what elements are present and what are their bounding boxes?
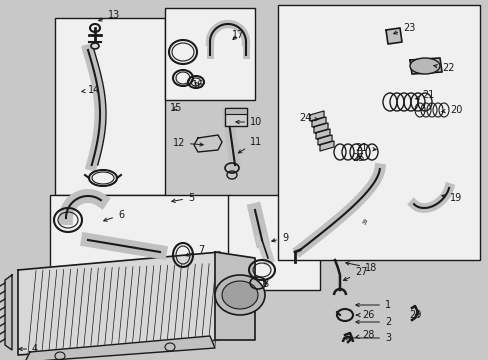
Polygon shape xyxy=(311,117,325,127)
Text: 23: 23 xyxy=(393,23,414,34)
Text: 21: 21 xyxy=(355,143,375,153)
Text: 6: 6 xyxy=(103,210,124,221)
Text: 14: 14 xyxy=(81,85,100,95)
Text: 25: 25 xyxy=(351,153,364,163)
Text: 8: 8 xyxy=(262,279,267,289)
Bar xyxy=(164,8,254,100)
Text: 12: 12 xyxy=(172,138,203,148)
Text: 20: 20 xyxy=(441,105,462,115)
Polygon shape xyxy=(313,123,327,133)
Text: 26: 26 xyxy=(356,310,374,320)
Text: 21: 21 xyxy=(415,90,433,100)
Polygon shape xyxy=(194,135,222,152)
Ellipse shape xyxy=(91,43,99,49)
Text: 7: 7 xyxy=(185,245,204,256)
Text: 29: 29 xyxy=(409,310,421,320)
Ellipse shape xyxy=(222,281,258,309)
Bar xyxy=(227,195,319,290)
Text: 13: 13 xyxy=(99,10,120,21)
Text: 11: 11 xyxy=(238,137,262,153)
Polygon shape xyxy=(18,252,220,355)
Polygon shape xyxy=(309,111,324,121)
Polygon shape xyxy=(385,28,401,44)
Text: 27: 27 xyxy=(343,267,367,280)
Text: 10: 10 xyxy=(235,117,262,127)
Polygon shape xyxy=(25,336,215,360)
Text: 19: 19 xyxy=(441,193,461,203)
Text: 3: 3 xyxy=(343,333,390,343)
Polygon shape xyxy=(319,141,333,151)
Text: 2: 2 xyxy=(355,317,390,327)
Polygon shape xyxy=(5,275,12,350)
Text: 28: 28 xyxy=(355,330,374,340)
Text: 1: 1 xyxy=(355,300,390,310)
Ellipse shape xyxy=(215,275,264,315)
Text: 15: 15 xyxy=(170,103,182,113)
Polygon shape xyxy=(409,58,441,74)
Ellipse shape xyxy=(409,58,439,74)
Bar xyxy=(224,108,246,126)
Text: 18: 18 xyxy=(345,262,376,273)
Polygon shape xyxy=(215,252,254,340)
Text: 5: 5 xyxy=(171,193,194,203)
Text: R: R xyxy=(359,219,366,226)
Polygon shape xyxy=(315,129,329,139)
Bar xyxy=(50,195,229,290)
Text: 24: 24 xyxy=(299,113,318,123)
Polygon shape xyxy=(317,135,331,145)
Text: 22: 22 xyxy=(433,63,453,73)
Bar xyxy=(278,5,479,260)
Bar xyxy=(224,108,246,114)
Text: 4: 4 xyxy=(19,344,38,354)
Text: 17: 17 xyxy=(231,30,244,40)
Text: 9: 9 xyxy=(271,233,287,243)
Text: 16: 16 xyxy=(192,80,204,90)
Bar xyxy=(55,18,164,195)
